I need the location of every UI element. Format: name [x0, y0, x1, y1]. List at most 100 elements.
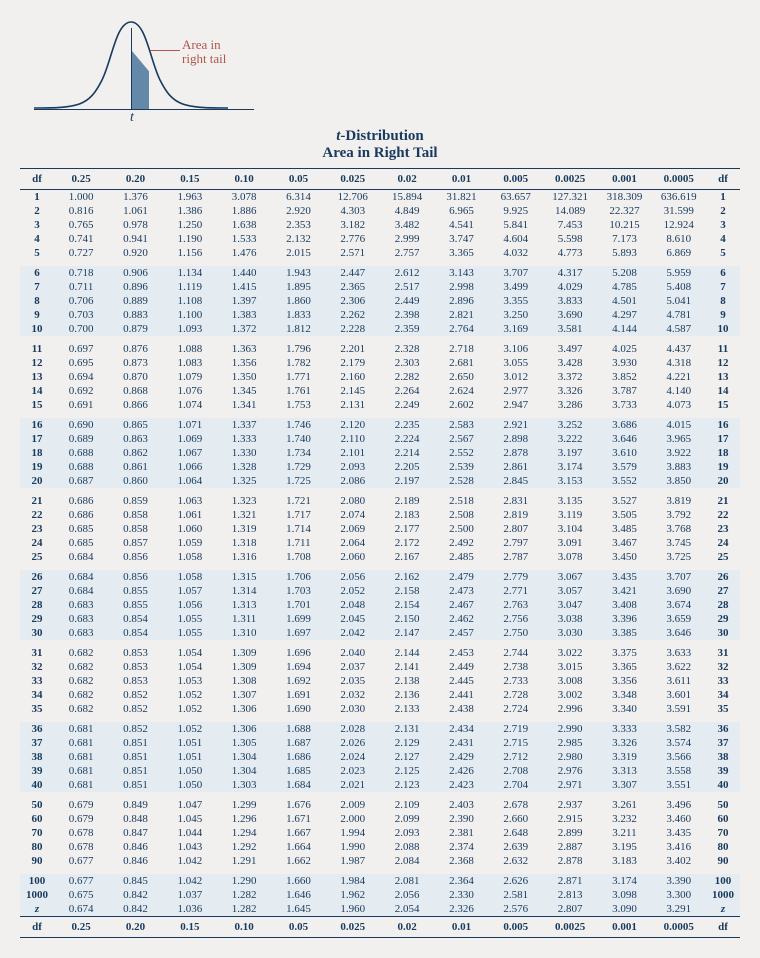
cell-value: 2.264 — [380, 384, 434, 398]
cell-value: 1.699 — [271, 612, 325, 626]
cell-value: 3.396 — [597, 612, 651, 626]
cell-value: 3.581 — [543, 322, 597, 336]
cell-value: 1.328 — [217, 460, 271, 474]
cell-value: 2.581 — [489, 888, 543, 902]
cell-value: 0.851 — [108, 778, 162, 792]
cell-value: 2.552 — [434, 446, 488, 460]
cell-value: 3.047 — [543, 598, 597, 612]
cell-value: 2.898 — [489, 432, 543, 446]
cell-df: 6 — [20, 266, 54, 280]
cell-value: 0.741 — [54, 232, 108, 246]
cell-value: 2.032 — [326, 688, 380, 702]
cell-value: 3.496 — [652, 798, 706, 812]
cell-df: 20 — [20, 474, 54, 488]
cell-df: 34 — [20, 688, 54, 702]
cell-value: 0.854 — [108, 626, 162, 640]
cell-value: 2.060 — [326, 550, 380, 564]
cell-value: 0.860 — [108, 474, 162, 488]
cell-value: 3.326 — [543, 384, 597, 398]
cell-df: 32 — [20, 660, 54, 674]
cell-value: 1.303 — [217, 778, 271, 792]
cell-value: 2.224 — [380, 432, 434, 446]
cell-value: 1.042 — [163, 874, 217, 888]
cell-df: 11 — [706, 342, 740, 356]
cell-value: 2.733 — [489, 674, 543, 688]
cell-df: 29 — [20, 612, 54, 626]
cell-value: 3.012 — [489, 370, 543, 384]
cell-value: 2.000 — [326, 812, 380, 826]
table-row: 360.6810.8521.0521.3061.6882.0282.1312.4… — [20, 722, 740, 736]
table-row: 260.6840.8561.0581.3151.7062.0562.1622.4… — [20, 570, 740, 584]
cell-value: 0.682 — [54, 702, 108, 716]
cell-value: 2.921 — [489, 418, 543, 432]
cell-value: 2.738 — [489, 660, 543, 674]
cell-value: 3.375 — [597, 646, 651, 660]
cell-value: 2.431 — [434, 736, 488, 750]
cell-df: 37 — [20, 736, 54, 750]
table-row: 330.6820.8531.0531.3081.6922.0352.1382.4… — [20, 674, 740, 688]
cell-value: 1.071 — [163, 418, 217, 432]
cell-value: 3.930 — [597, 356, 651, 370]
cell-value: 4.604 — [489, 232, 543, 246]
cell-value: 4.587 — [652, 322, 706, 336]
cell-value: 1.190 — [163, 232, 217, 246]
cell-value: 4.303 — [326, 204, 380, 218]
cell-value: 3.566 — [652, 750, 706, 764]
cell-value: 2.368 — [434, 854, 488, 868]
cell-value: 3.090 — [597, 902, 651, 917]
cell-value: 0.906 — [108, 266, 162, 280]
cell-value: 2.282 — [380, 370, 434, 384]
table-row: 110.6970.8761.0881.3631.7962.2012.3282.7… — [20, 342, 740, 356]
cell-value: 1.691 — [271, 688, 325, 702]
cell-value: 3.008 — [543, 674, 597, 688]
cell-value: 1.057 — [163, 584, 217, 598]
cell-df: 37 — [706, 736, 740, 750]
cell-value: 3.883 — [652, 460, 706, 474]
cell-value: 3.435 — [652, 826, 706, 840]
cell-df: 20 — [706, 474, 740, 488]
table-row: 600.6790.8481.0451.2961.6712.0002.0992.3… — [20, 812, 740, 826]
cell-value: 8.610 — [652, 232, 706, 246]
cell-value: 0.681 — [54, 750, 108, 764]
cell-value: 2.129 — [380, 736, 434, 750]
cell-value: 0.684 — [54, 550, 108, 564]
cell-value: 3.261 — [597, 798, 651, 812]
cell-value: 1.058 — [163, 570, 217, 584]
cell-df: 30 — [706, 626, 740, 640]
cell-value: 1.325 — [217, 474, 271, 488]
cell-value: 1.296 — [217, 812, 271, 826]
cell-value: 14.089 — [543, 204, 597, 218]
cell-df: 36 — [20, 722, 54, 736]
cell-value: 0.852 — [108, 722, 162, 736]
cell-value: 1.753 — [271, 398, 325, 412]
cell-value: 3.690 — [652, 584, 706, 598]
cell-value: 1.987 — [326, 854, 380, 868]
col-alpha: 0.005 — [489, 169, 543, 190]
cell-value: 3.333 — [597, 722, 651, 736]
table-row: 900.6770.8461.0421.2911.6621.9872.0842.3… — [20, 854, 740, 868]
cell-value: 2.364 — [434, 874, 488, 888]
cell-value: 2.064 — [326, 536, 380, 550]
cell-value: 31.599 — [652, 204, 706, 218]
cell-df: 1000 — [20, 888, 54, 902]
cell-value: 2.035 — [326, 674, 380, 688]
cell-value: 4.541 — [434, 218, 488, 232]
cell-value: 3.222 — [543, 432, 597, 446]
cell-value: 2.807 — [543, 902, 597, 917]
cell-value: 1.294 — [217, 826, 271, 840]
cell-value: 1.687 — [271, 736, 325, 750]
cell-value: 2.328 — [380, 342, 434, 356]
cell-df: 90 — [20, 854, 54, 868]
cell-value: 3.591 — [652, 702, 706, 716]
cell-value: 1.960 — [326, 902, 380, 917]
cell-df: 34 — [706, 688, 740, 702]
cell-df: 18 — [706, 446, 740, 460]
cell-value: 3.326 — [597, 736, 651, 750]
cell-value: 2.403 — [434, 798, 488, 812]
cell-value: 3.211 — [597, 826, 651, 840]
cell-value: 3.319 — [597, 750, 651, 764]
cell-value: 3.340 — [597, 702, 651, 716]
cell-value: 0.688 — [54, 446, 108, 460]
col-df-left: df — [20, 917, 54, 938]
cell-df: 10 — [706, 322, 740, 336]
